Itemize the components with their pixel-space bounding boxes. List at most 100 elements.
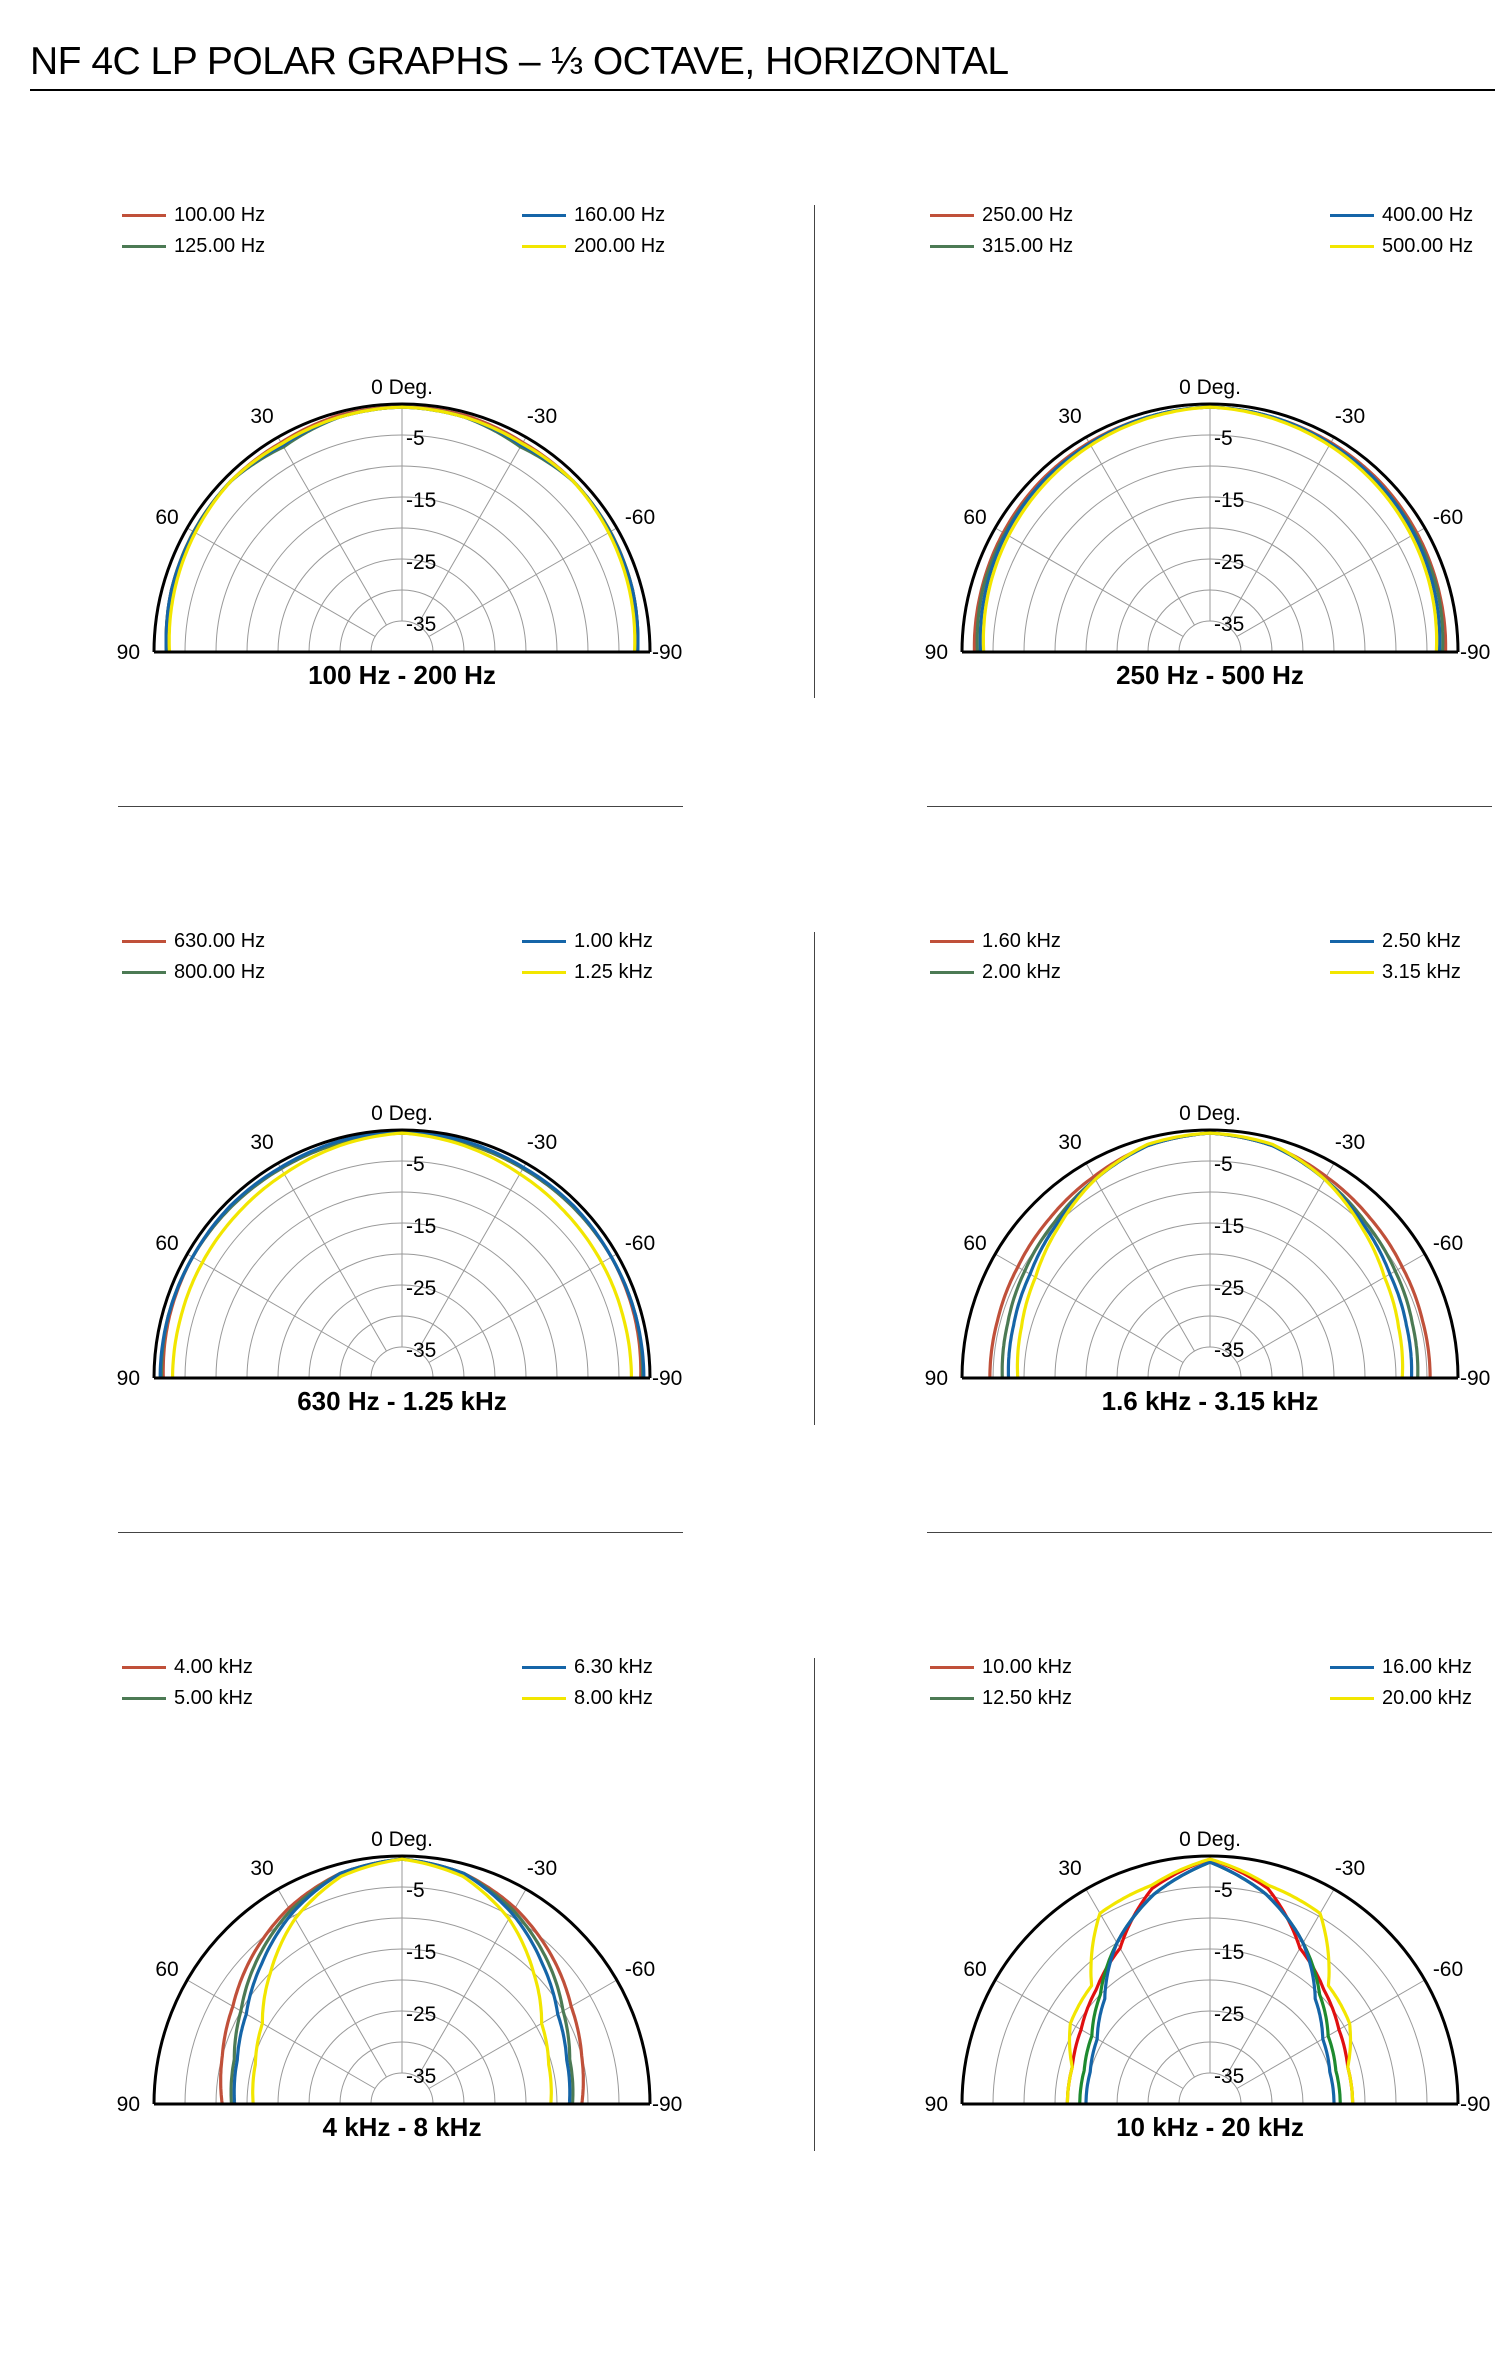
legend-swatch: [930, 939, 974, 943]
grid-spoke: [1236, 1979, 1426, 2089]
outer-boundary: [960, 402, 1460, 653]
legend-item: 315.00 Hz: [930, 235, 1073, 257]
legend-swatch: [1330, 1665, 1374, 1669]
legend-label: 12.50 kHz: [982, 1686, 1073, 1709]
ring-label: -5: [406, 1153, 425, 1176]
legend-label: 1.00 kHz: [574, 929, 653, 952]
grid-ring: [370, 1346, 434, 1379]
horizontal-divider-1a: [118, 806, 683, 807]
legend-item: 100.00 Hz: [122, 204, 265, 226]
grid-spoke: [1236, 527, 1426, 637]
angle-label-90: 90: [925, 2093, 948, 2116]
chart-subtitle: 100 Hz - 200 Hz: [308, 660, 496, 690]
legend-swatch: [522, 244, 566, 248]
grid-spoke: [417, 1888, 527, 2078]
legend-item: 1.25 kHz: [522, 961, 653, 983]
title-rule: [30, 89, 1495, 91]
legend-swatch: [522, 939, 566, 943]
legend-swatch: [930, 213, 974, 217]
legend-item: 1.00 kHz: [522, 930, 653, 952]
grid-spoke: [277, 1162, 387, 1352]
legend-item: 20.00 kHz: [1330, 1687, 1472, 1709]
legend-swatch: [522, 970, 566, 974]
series-line: [981, 405, 1439, 653]
angle-label-30: 30: [250, 405, 273, 428]
grid-spoke: [1236, 1253, 1426, 1363]
legend-label: 100.00 Hz: [174, 203, 266, 226]
grid-spoke: [186, 1979, 376, 2089]
angle-label-90: 90: [117, 2093, 140, 2116]
angle-label-neg90: -90: [652, 1367, 682, 1390]
vertical-divider-3: [814, 1658, 815, 2151]
ring-label: -25: [1214, 1277, 1244, 1300]
ring-label: -35: [1214, 1339, 1244, 1362]
series-line: [1084, 1860, 1336, 2104]
legend-item: 500.00 Hz: [1330, 235, 1473, 257]
vertical-divider-2: [814, 932, 815, 1425]
ring-label: -15: [1214, 1215, 1244, 1238]
grid-ring: [370, 2072, 434, 2105]
grid-spoke: [1225, 1162, 1335, 1352]
horizontal-divider-2b: [927, 1532, 1492, 1533]
ring-label: -35: [406, 2065, 436, 2088]
angle-label-60: 60: [155, 1958, 178, 1981]
grid-spoke: [1085, 436, 1195, 626]
legend-swatch: [1330, 213, 1374, 217]
angle-label-90: 90: [117, 641, 140, 664]
legend-label: 8.00 kHz: [574, 1686, 653, 1709]
legend-swatch: [930, 244, 974, 248]
outer-boundary: [960, 1854, 1460, 2105]
legend-swatch: [522, 1696, 566, 1700]
polar-panel-2: 250.00 Hz 315.00 Hz 400.00 Hz 500.00 Hz 0 De…: [880, 190, 1500, 910]
legend-label: 200.00 Hz: [574, 234, 666, 257]
legend-label: 2.00 kHz: [982, 960, 1061, 983]
angle-label-0: 0 Deg.: [371, 1102, 433, 1125]
legend-item: 10.00 kHz: [930, 1656, 1072, 1678]
legend-item: 12.50 kHz: [930, 1687, 1072, 1709]
legend-label: 160.00 Hz: [574, 203, 666, 226]
grid-ring: [370, 620, 434, 653]
angle-label-neg90: -90: [652, 2093, 682, 2116]
legend-swatch: [122, 939, 166, 943]
ring-label: -5: [1214, 1153, 1233, 1176]
ring-label: -5: [406, 1879, 425, 1902]
legend-swatch: [122, 244, 166, 248]
ring-label: -35: [1214, 2065, 1244, 2088]
angle-label-90: 90: [117, 1367, 140, 1390]
legend-swatch: [522, 213, 566, 217]
grid-spoke: [417, 1162, 527, 1352]
legend-swatch: [1330, 970, 1374, 974]
legend-item: 6.30 kHz: [522, 1656, 653, 1678]
grid-spoke: [994, 1253, 1184, 1363]
angle-label-0: 0 Deg.: [1179, 1102, 1241, 1125]
polar-chart-svg: 0 Deg. 30 -30 60 -60 90 -90 -5 -15 -25 -35 4 kHz - …: [117, 1828, 683, 2142]
angle-label-60: 60: [155, 1232, 178, 1255]
series-line: [167, 405, 637, 653]
chart-subtitle: 10 kHz - 20 kHz: [1116, 2112, 1304, 2142]
legend-label: 3.15 kHz: [1382, 960, 1461, 983]
legend-label: 630.00 Hz: [174, 929, 266, 952]
legend-item: 1.60 kHz: [930, 930, 1061, 952]
polar-chart-svg: 0 Deg. 30 -30 60 -60 90 -90 -5 -15 -25 -35 10 kHz -…: [925, 1828, 1491, 2142]
angle-label-0: 0 Deg.: [1179, 376, 1241, 399]
legend-swatch: [930, 1696, 974, 1700]
ring-label: -35: [1214, 613, 1244, 636]
chart-subtitle: 630 Hz - 1.25 kHz: [297, 1386, 507, 1416]
outer-boundary: [152, 1128, 652, 1379]
legend-label: 500.00 Hz: [1382, 234, 1474, 257]
angle-label-neg60: -60: [1433, 1232, 1463, 1255]
legend-label: 125.00 Hz: [174, 234, 266, 257]
legend-item: 8.00 kHz: [522, 1687, 653, 1709]
outer-boundary: [152, 402, 652, 653]
ring-label: -5: [1214, 1879, 1233, 1902]
polar-chart-svg: 0 Deg. 30 -30 60 -60 90 -90 -5 -15 -25 -35 630 Hz -…: [117, 1102, 683, 1416]
ring-label: -25: [406, 551, 436, 574]
angle-label-30: 30: [1058, 405, 1081, 428]
ring-label: -15: [1214, 1941, 1244, 1964]
angle-label-neg30: -30: [527, 405, 557, 428]
legend-item: 400.00 Hz: [1330, 204, 1473, 226]
ring-label: -15: [406, 1215, 436, 1238]
grid-spoke: [186, 1253, 376, 1363]
angle-label-0: 0 Deg.: [371, 376, 433, 399]
legend-item: 3.15 kHz: [1330, 961, 1461, 983]
